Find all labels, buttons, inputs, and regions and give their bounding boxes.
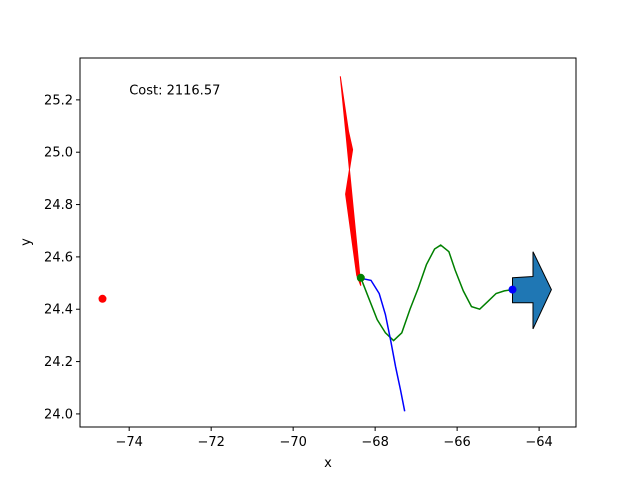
y-tick-label: 25.0 — [44, 146, 73, 161]
y-tick-label: 24.8 — [44, 198, 73, 213]
arrow-shape-5 — [339, 76, 362, 286]
x-tick-label: −70 — [279, 435, 306, 450]
y-axis-label: y — [19, 238, 34, 246]
axes-frame — [79, 57, 577, 428]
series-line-1 — [358, 277, 406, 412]
x-tick-label: −64 — [525, 435, 552, 450]
x-tick-label: −66 — [443, 435, 470, 450]
y-tick-label: 24.4 — [44, 303, 73, 318]
x-axis-label: x — [324, 456, 332, 471]
cost-annotation: Cost: 2116.57 — [129, 84, 220, 99]
y-axis: 24.0 24.2 24.4 24.6 24.8 25.0 25.2 — [44, 93, 80, 422]
x-tick-label: −74 — [115, 435, 142, 450]
data-point-2-0 — [98, 294, 107, 303]
series-line-0 — [360, 244, 513, 342]
data-point-3-0 — [356, 273, 365, 282]
data-point-4-0 — [508, 285, 517, 294]
y-tick-label: 24.6 — [44, 250, 73, 265]
y-tick-label: 24.2 — [44, 355, 73, 370]
x-axis: −74 −72 −70 −68 −66 −64 — [115, 427, 553, 450]
arrow-shape-6 — [512, 251, 552, 330]
x-tick-label: −68 — [361, 435, 388, 450]
y-tick-label: 24.0 — [44, 407, 73, 422]
plot-area — [98, 76, 552, 412]
x-tick-label: −72 — [197, 435, 224, 450]
y-tick-label: 25.2 — [44, 93, 73, 108]
